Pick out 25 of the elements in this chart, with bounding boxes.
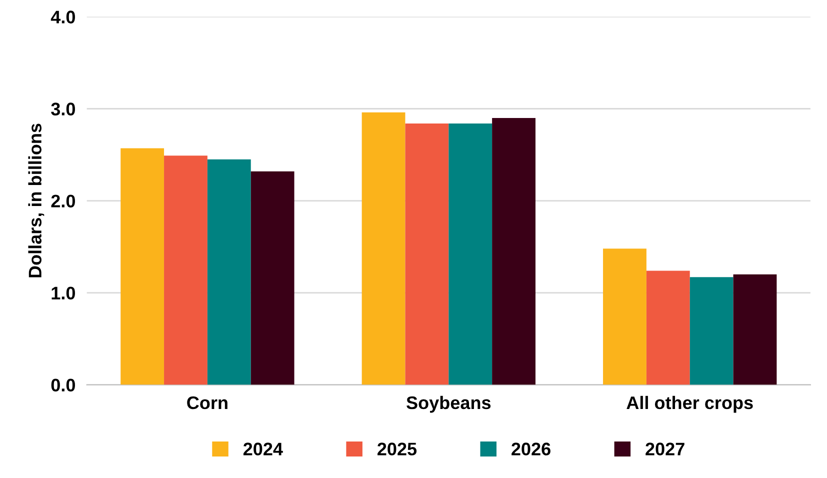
bar [448, 123, 492, 385]
bar [646, 270, 690, 385]
bar [120, 148, 164, 385]
legend-label: 2024 [243, 442, 283, 456]
bar [207, 159, 251, 385]
y-tick-label: 1.0 [52, 286, 75, 300]
x-tick-label: Corn [187, 396, 228, 410]
bar [164, 156, 208, 385]
x-tick-label: All other crops [626, 396, 753, 413]
bar [733, 274, 777, 385]
legend-label: 2026 [512, 442, 550, 456]
bar [362, 112, 406, 385]
bar [250, 171, 294, 385]
legend-label: 2025 [378, 442, 417, 456]
bar [603, 248, 646, 385]
x-tick-label: Soybeans [406, 396, 491, 413]
legend-label: 2027 [646, 442, 684, 456]
y-tick-label: 4.0 [50, 10, 75, 24]
y-axis-title: Dollars, in billions [28, 124, 44, 278]
y-tick-label: 2.0 [51, 194, 75, 208]
bar [690, 277, 734, 385]
y-tick-label: 3.0 [51, 102, 75, 116]
y-tick-label: 0.0 [51, 378, 75, 392]
bar [492, 118, 536, 385]
bar [405, 123, 449, 385]
